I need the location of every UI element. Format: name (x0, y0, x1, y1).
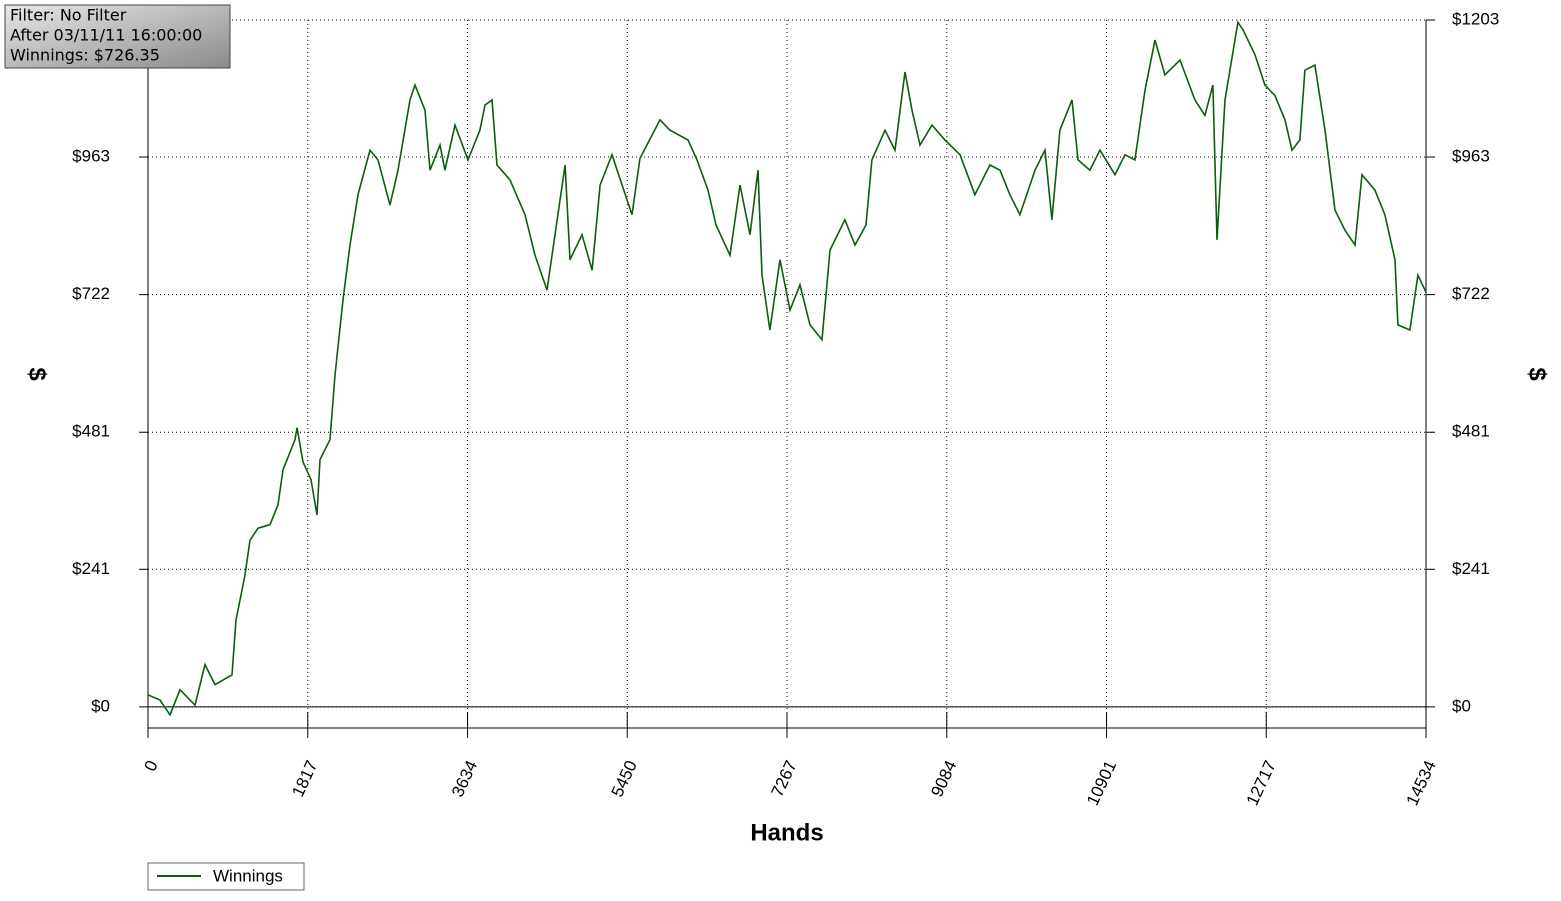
y-tick-label: $481 (72, 422, 110, 441)
series-line (147, 20, 1427, 717)
y2-tick-label: $963 (1452, 147, 1490, 166)
x-tick-label: 12717 (1243, 758, 1280, 809)
y-tick-label: $241 (72, 559, 110, 578)
y2-tick-label: $0 (1452, 696, 1471, 715)
x-tick-label: 7267 (767, 758, 800, 800)
x-tick-label: 1817 (288, 758, 321, 800)
x-tick-label: 0 (140, 758, 161, 775)
y-axis-title: $ (24, 367, 51, 381)
x-tick-label: 3634 (448, 758, 481, 800)
info-line: Filter: No Filter (10, 6, 127, 25)
info-box (4, 4, 231, 69)
legend-label: Winnings (213, 866, 283, 885)
y-tick-label: $963 (72, 147, 110, 166)
x-axis-title: Hands (750, 819, 823, 846)
x-tick-label: 10901 (1083, 758, 1120, 809)
y2-tick-label: $481 (1452, 422, 1490, 441)
x-tick-label: 5450 (608, 758, 641, 800)
y2-tick-label: $722 (1452, 284, 1490, 303)
plot-area: $0 $0 $241 $241 $481 $481 $722 $722 $963 $963 $120… (63, 9, 1500, 808)
y2-tick-label: $241 (1452, 559, 1490, 578)
y-tick-label: $0 (91, 696, 110, 715)
y2-tick-label: $1203 (1452, 9, 1499, 28)
x-tick-label: 9084 (927, 758, 960, 800)
info-line: Winnings: $726.35 (10, 46, 160, 65)
info-line: After 03/11/11 16:00:00 (10, 26, 202, 45)
y-tick-label: $722 (72, 284, 110, 303)
x-tick-label: 14534 (1402, 758, 1439, 809)
y2-axis-title: $ (1524, 367, 1551, 381)
